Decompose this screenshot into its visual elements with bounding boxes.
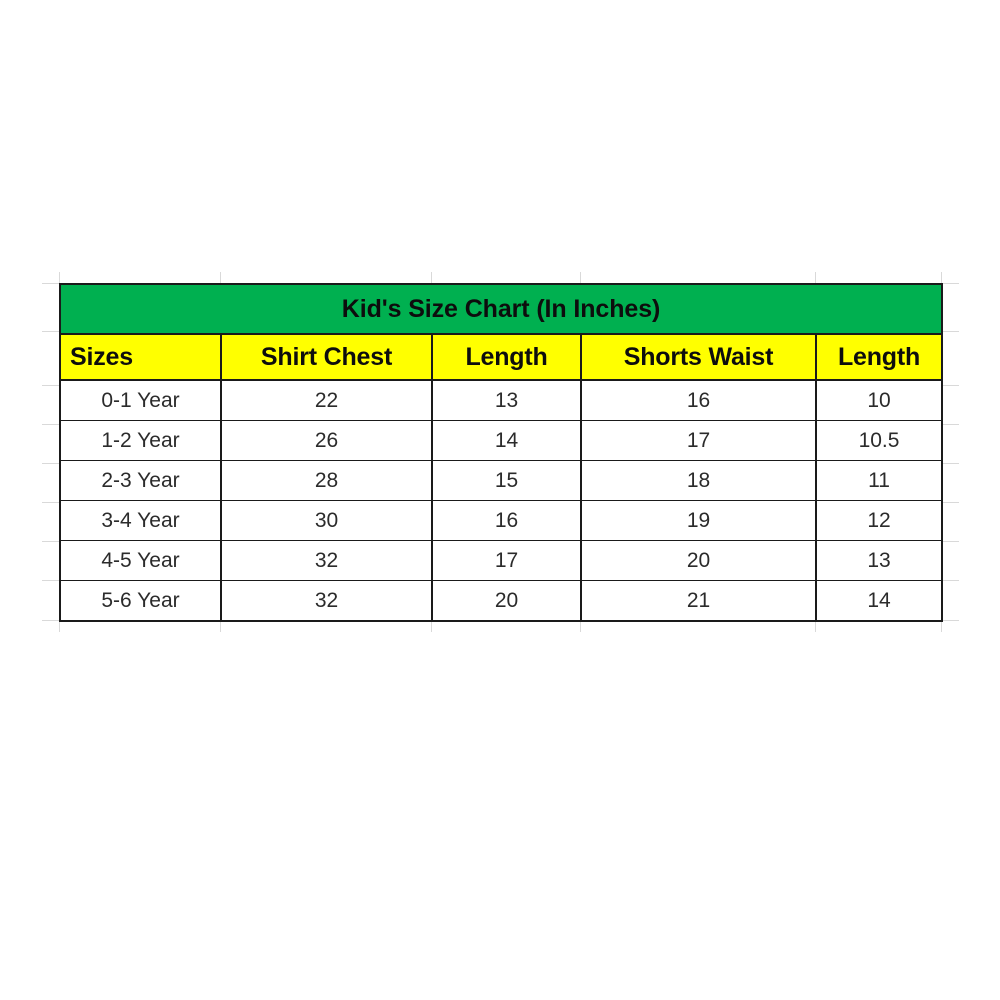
gridline-stub <box>42 385 60 386</box>
gridline-stub <box>580 272 581 284</box>
table-row: 5-6 Year 32 20 21 14 <box>59 580 944 622</box>
cell-size: 5-6 Year <box>59 580 222 622</box>
cell-shirt-length: 14 <box>431 420 582 461</box>
gridline-stub <box>42 502 60 503</box>
gridline-stub <box>941 541 959 542</box>
gridline-stub <box>941 385 959 386</box>
column-header-shirt-chest: Shirt Chest <box>220 333 433 381</box>
chart-title: Kid's Size Chart (In Inches) <box>58 283 944 335</box>
gridline-stub <box>220 272 221 284</box>
cell-shorts-waist: 19 <box>580 500 817 541</box>
table-row: 3-4 Year 30 16 19 12 <box>59 500 944 541</box>
cell-shirt-length: 16 <box>431 500 582 541</box>
cell-shirt-length: 20 <box>431 580 582 622</box>
gridline-stub <box>42 541 60 542</box>
gridline-stub <box>42 580 60 581</box>
cell-shorts-waist: 18 <box>580 460 817 501</box>
gridline-stub <box>42 283 60 284</box>
gridline-stub <box>42 620 60 621</box>
gridline-stub <box>941 424 959 425</box>
cell-shirt-chest: 22 <box>220 379 433 421</box>
cell-shirt-chest: 32 <box>220 580 433 622</box>
gridline-stub <box>941 331 959 332</box>
cell-shirt-chest: 30 <box>220 500 433 541</box>
gridline-stub <box>580 620 581 632</box>
table-row: 2-3 Year 28 15 18 11 <box>59 460 944 501</box>
gridline-stub <box>42 463 60 464</box>
gridline-stub <box>941 463 959 464</box>
gridline-stub <box>59 620 60 632</box>
cell-shirt-length: 13 <box>431 379 582 421</box>
column-header-shorts-length: Length <box>814 333 944 381</box>
column-header-row: Sizes Shirt Chest Length Shorts Waist Le… <box>59 333 944 381</box>
cell-shirt-length: 17 <box>431 540 582 581</box>
cell-shirt-chest: 26 <box>220 420 433 461</box>
gridline-stub <box>941 620 959 621</box>
cell-shorts-waist: 20 <box>580 540 817 581</box>
kids-size-chart-table: Kid's Size Chart (In Inches) Sizes Shirt… <box>58 283 944 622</box>
cell-size: 1-2 Year <box>59 420 222 461</box>
cell-shirt-length: 15 <box>431 460 582 501</box>
table-row: 0-1 Year 22 13 16 10 <box>59 379 944 421</box>
gridline-stub <box>815 620 816 632</box>
cell-shorts-length: 11 <box>814 460 944 501</box>
gridline-stub <box>941 620 942 632</box>
cell-size: 2-3 Year <box>59 460 222 501</box>
cell-shorts-waist: 21 <box>580 580 817 622</box>
column-header-sizes: Sizes <box>59 333 222 381</box>
chart-title-row: Kid's Size Chart (In Inches) <box>58 283 944 335</box>
gridline-stub <box>42 424 60 425</box>
gridline-stub <box>941 272 942 284</box>
column-header-shorts-waist: Shorts Waist <box>580 333 817 381</box>
cell-shirt-chest: 32 <box>220 540 433 581</box>
cell-size: 0-1 Year <box>59 379 222 421</box>
cell-size: 4-5 Year <box>59 540 222 581</box>
gridline-stub <box>941 580 959 581</box>
cell-shorts-length: 10 <box>814 379 944 421</box>
cell-shorts-length: 10.5 <box>814 420 944 461</box>
gridline-stub <box>431 272 432 284</box>
cell-shorts-length: 12 <box>814 500 944 541</box>
cell-shorts-waist: 17 <box>580 420 817 461</box>
table-row: 1-2 Year 26 14 17 10.5 <box>59 420 944 461</box>
size-chart-container: Kid's Size Chart (In Inches) Sizes Shirt… <box>58 283 944 622</box>
gridline-stub <box>431 620 432 632</box>
cell-shorts-waist: 16 <box>580 379 817 421</box>
cell-shirt-chest: 28 <box>220 460 433 501</box>
gridline-stub <box>59 272 60 284</box>
gridline-stub <box>941 283 959 284</box>
gridline-stub <box>941 502 959 503</box>
cell-shorts-length: 13 <box>814 540 944 581</box>
gridline-stub <box>220 620 221 632</box>
cell-shorts-length: 14 <box>814 580 944 622</box>
gridline-stub <box>815 272 816 284</box>
cell-size: 3-4 Year <box>59 500 222 541</box>
column-header-shirt-length: Length <box>431 333 582 381</box>
gridline-stub <box>42 331 60 332</box>
table-row: 4-5 Year 32 17 20 13 <box>59 540 944 581</box>
